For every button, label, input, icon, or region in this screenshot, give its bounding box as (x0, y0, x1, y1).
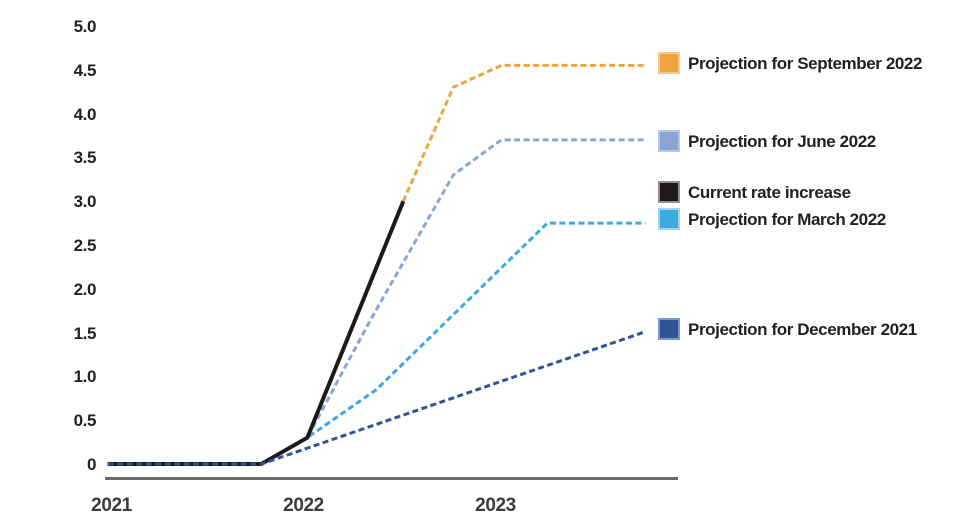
series-line-current (107, 200, 406, 466)
x-tick-label: 2023 (475, 495, 516, 516)
y-tick-label: 4.0 (73, 104, 97, 124)
y-tick-label: 2.0 (73, 279, 97, 299)
legend-label-december: Projection for December 2021 (688, 319, 917, 339)
y-tick-label: 3.0 (73, 192, 97, 212)
y-tick-label: 5.0 (73, 17, 97, 36)
series-line-september (401, 63, 646, 202)
y-tick-label: 4.5 (73, 60, 97, 80)
x-tick-label: 2021 (91, 495, 132, 516)
y-tick-label: 2.5 (73, 236, 97, 255)
y-tick-label: 3.5 (73, 148, 97, 168)
legend-swatch-december (658, 318, 680, 340)
legend-item-current: Current rate increase (658, 181, 851, 203)
legend-label-september: Projection for September 2022 (688, 53, 923, 73)
series-line-december (107, 330, 646, 466)
legend-swatch-june (658, 130, 680, 152)
series-line-june (107, 138, 646, 466)
x-tick-label: 2022 (283, 495, 324, 516)
legend-label-march: Projection for March 2022 (688, 209, 886, 229)
legend-swatch-current (658, 181, 680, 203)
y-tick-label: 1.5 (73, 323, 97, 343)
legend-label-june: Projection for June 2022 (688, 131, 876, 151)
y-tick-label: 0 (86, 455, 96, 474)
legend-item-june: Projection for June 2022 (658, 130, 876, 152)
legend-label-current: Current rate increase (688, 182, 851, 202)
legend-item-december: Projection for December 2021 (658, 318, 917, 340)
legend-item-september: Projection for September 2022 (658, 52, 922, 74)
y-tick-label: 1.0 (73, 367, 97, 387)
series-line-march (107, 221, 646, 466)
legend-swatch-march (658, 208, 680, 230)
legend-swatch-september (658, 52, 680, 74)
legend-item-march: Projection for March 2022 (658, 208, 886, 230)
y-tick-label: 0.5 (73, 411, 97, 431)
